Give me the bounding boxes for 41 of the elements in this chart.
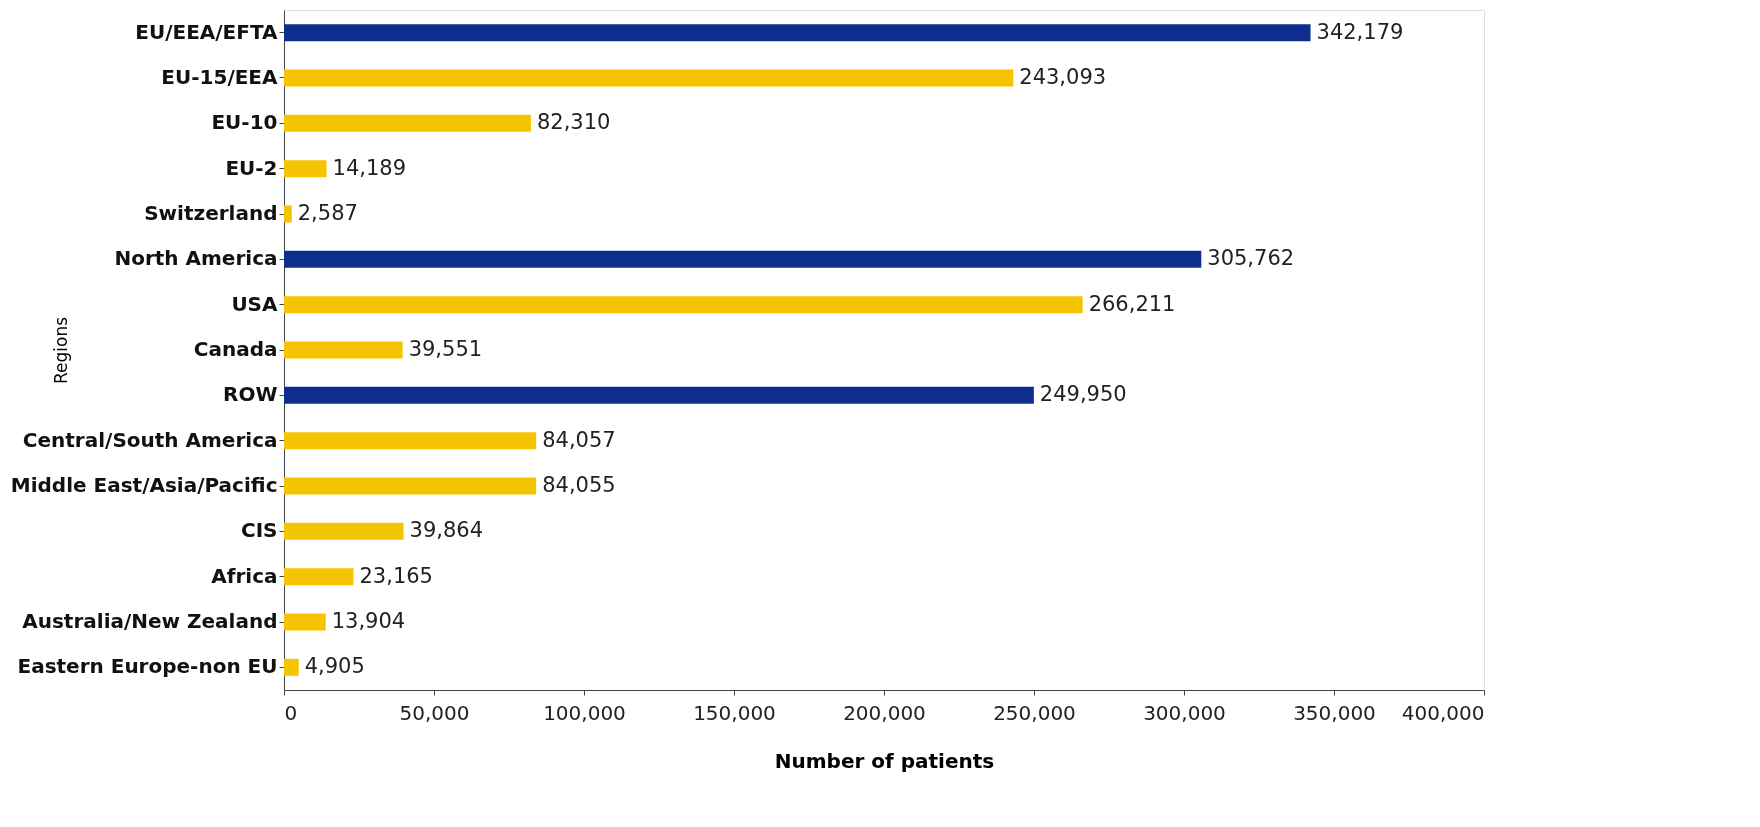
data-label: 23,165 xyxy=(359,563,433,588)
data-label: 82,310 xyxy=(536,110,611,135)
x-tick-label: 100,000 xyxy=(543,700,626,725)
x-axis-title: Number of patients xyxy=(774,748,995,773)
data-label: 14,189 xyxy=(332,155,407,180)
data-label: 305,762 xyxy=(1207,246,1295,271)
x-tick-label: 0 xyxy=(284,700,298,725)
data-label: 4,905 xyxy=(304,654,365,679)
y-tick-label: Central/South America xyxy=(22,427,278,452)
y-axis-title: Regions xyxy=(50,316,71,385)
y-tick-label: Eastern Europe-non EU xyxy=(17,654,278,679)
y-tick-label: Middle East/Asia/Pacific xyxy=(10,473,278,497)
y-tick-label: North America xyxy=(114,246,278,271)
y-tick-label: EU-2 xyxy=(225,155,278,180)
y-tick-label: Australia/New Zealand xyxy=(22,609,278,633)
x-tick-label: 200,000 xyxy=(843,700,926,725)
y-tick-label: Africa xyxy=(211,563,278,588)
y-tick-label: EU/EEA/EFTA xyxy=(135,19,279,44)
y-tick-label: ROW xyxy=(223,382,278,407)
y-tick-label: Canada xyxy=(193,337,278,361)
data-label: 84,055 xyxy=(542,473,616,497)
y-tick-label: CIS xyxy=(240,518,278,543)
data-label: 39,864 xyxy=(409,518,484,543)
y-tick-label: EU-15/EEA xyxy=(161,65,279,89)
y-tick-label: EU-10 xyxy=(211,110,278,135)
data-label: 84,057 xyxy=(542,427,616,452)
x-tick-label: 350,000 xyxy=(1293,700,1376,725)
x-tick-label: 50,000 xyxy=(399,700,470,725)
data-label: 266,211 xyxy=(1088,291,1176,316)
data-label: 342,179 xyxy=(1316,19,1404,44)
data-label: 2,587 xyxy=(297,201,358,225)
y-tick-label: USA xyxy=(231,291,279,316)
data-label: 249,950 xyxy=(1039,382,1127,407)
data-label: 39,551 xyxy=(408,337,483,361)
y-tick-label: Switzerland xyxy=(144,201,278,225)
data-label: 13,904 xyxy=(331,609,406,633)
x-tick-label: 250,000 xyxy=(993,700,1076,725)
x-tick-label: 150,000 xyxy=(693,700,776,725)
x-tick-label: 300,000 xyxy=(1143,700,1226,725)
data-label: 243,093 xyxy=(1019,65,1107,89)
x-tick-label: 400,000 xyxy=(1401,700,1485,725)
